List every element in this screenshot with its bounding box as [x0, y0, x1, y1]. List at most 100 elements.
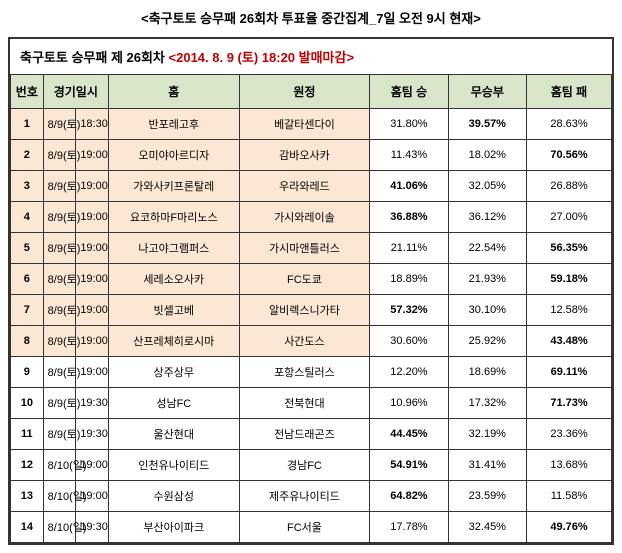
cell-num: 8 — [11, 326, 44, 357]
table-row: 68/9(토)19:00세레소오사카FC도쿄18.89%21.93%59.18% — [11, 264, 612, 295]
cell-date: 8/9(토) — [43, 264, 76, 295]
table-row: 28/9(토)19:00오미야아르디자감바오사카11.43%18.02%70.5… — [11, 140, 612, 171]
cell-date: 8/9(토) — [43, 419, 76, 450]
table-container: 축구토토 승무패 제 26회차 <2014. 8. 9 (토) 18:20 발매… — [8, 37, 614, 545]
cell-draw: 32.19% — [448, 419, 526, 450]
cell-time: 19:00 — [76, 326, 109, 357]
cell-time: 19:30 — [76, 512, 109, 543]
cell-home: 부산아이파크 — [108, 512, 239, 543]
table-row: 88/9(토)19:00산프레체히로시마사간도스30.60%25.92%43.4… — [11, 326, 612, 357]
cell-win: 41.06% — [370, 171, 448, 202]
cell-date: 8/9(토) — [43, 233, 76, 264]
cell-lose: 23.36% — [527, 419, 612, 450]
cell-num: 1 — [11, 109, 44, 140]
cell-time: 19:00 — [76, 264, 109, 295]
cell-draw: 36.12% — [448, 202, 526, 233]
cell-win: 21.11% — [370, 233, 448, 264]
table-row: 118/9(토)19:30울산현대전남드래곤즈44.45%32.19%23.36… — [11, 419, 612, 450]
cell-draw: 30.10% — [448, 295, 526, 326]
cell-win: 12.20% — [370, 357, 448, 388]
cell-time: 19:00 — [76, 140, 109, 171]
cell-away: 제주유나이티드 — [239, 481, 370, 512]
cell-date: 8/10(일) — [43, 450, 76, 481]
cell-date: 8/9(토) — [43, 295, 76, 326]
cell-win: 30.60% — [370, 326, 448, 357]
cell-draw: 18.69% — [448, 357, 526, 388]
cell-date: 8/9(토) — [43, 140, 76, 171]
cell-win: 64.82% — [370, 481, 448, 512]
cell-num: 11 — [11, 419, 44, 450]
cell-date: 8/10(일) — [43, 512, 76, 543]
cell-time: 19:00 — [76, 295, 109, 326]
cell-win: 18.89% — [370, 264, 448, 295]
cell-away: FC서울 — [239, 512, 370, 543]
cell-num: 6 — [11, 264, 44, 295]
cell-home: 세레소오사카 — [108, 264, 239, 295]
cell-win: 31.80% — [370, 109, 448, 140]
header-datetime: 경기일시 — [43, 75, 108, 109]
cell-win: 10.96% — [370, 388, 448, 419]
cell-away: 전북현대 — [239, 388, 370, 419]
cell-home: 산프레체히로시마 — [108, 326, 239, 357]
cell-lose: 71.73% — [527, 388, 612, 419]
cell-date: 8/9(토) — [43, 388, 76, 419]
cell-away: 사간도스 — [239, 326, 370, 357]
cell-lose: 49.76% — [527, 512, 612, 543]
cell-home: 반포레고후 — [108, 109, 239, 140]
cell-date: 8/9(토) — [43, 171, 76, 202]
cell-time: 19:00 — [76, 233, 109, 264]
cell-time: 19:30 — [76, 388, 109, 419]
cell-home: 인천유나이티드 — [108, 450, 239, 481]
header-row: 번호 경기일시 홈 원정 홈팀 승 무승부 홈팀 패 — [11, 75, 612, 109]
table-row: 48/9(토)19:00요코하마F마리노스가시와레이솔36.88%36.12%2… — [11, 202, 612, 233]
cell-lose: 12.58% — [527, 295, 612, 326]
cell-lose: 70.56% — [527, 140, 612, 171]
cell-away: 감바오사카 — [239, 140, 370, 171]
cell-num: 5 — [11, 233, 44, 264]
cell-lose: 11.58% — [527, 481, 612, 512]
cell-lose: 26.88% — [527, 171, 612, 202]
cell-date: 8/10(일) — [43, 481, 76, 512]
cell-draw: 22.54% — [448, 233, 526, 264]
cell-draw: 32.45% — [448, 512, 526, 543]
cell-win: 17.78% — [370, 512, 448, 543]
cell-home: 오미야아르디자 — [108, 140, 239, 171]
cell-win: 11.43% — [370, 140, 448, 171]
cell-num: 12 — [11, 450, 44, 481]
cell-time: 19:00 — [76, 450, 109, 481]
header-num: 번호 — [11, 75, 44, 109]
deadline-text: <2014. 8. 9 (토) 18:20 발매마감> — [169, 50, 355, 65]
main-title: <축구토토 승무패 26회차 투표율 중간집계_7일 오전 9시 현재> — [8, 8, 614, 27]
cell-time: 19:00 — [76, 171, 109, 202]
cell-lose: 27.00% — [527, 202, 612, 233]
sub-title-prefix: 축구토토 승무패 제 26회차 — [20, 50, 169, 65]
cell-win: 54.91% — [370, 450, 448, 481]
cell-num: 9 — [11, 357, 44, 388]
cell-lose: 28.63% — [527, 109, 612, 140]
cell-away: 포항스틸러스 — [239, 357, 370, 388]
cell-draw: 18.02% — [448, 140, 526, 171]
cell-num: 3 — [11, 171, 44, 202]
cell-draw: 32.05% — [448, 171, 526, 202]
table-row: 138/10(일)19:00수원삼성제주유나이티드64.82%23.59%11.… — [11, 481, 612, 512]
results-table: 번호 경기일시 홈 원정 홈팀 승 무승부 홈팀 패 18/9(토)18:30반… — [10, 74, 612, 543]
cell-date: 8/9(토) — [43, 357, 76, 388]
cell-away: 알비렉스니가타 — [239, 295, 370, 326]
cell-time: 19:30 — [76, 419, 109, 450]
table-row: 78/9(토)19:00빗셀고베알비렉스니가타57.32%30.10%12.58… — [11, 295, 612, 326]
cell-time: 19:00 — [76, 202, 109, 233]
cell-num: 4 — [11, 202, 44, 233]
cell-num: 10 — [11, 388, 44, 419]
table-row: 58/9(토)19:00나고야그램퍼스가시마앤틀러스21.11%22.54%56… — [11, 233, 612, 264]
cell-away: 우라와레드 — [239, 171, 370, 202]
cell-date: 8/9(토) — [43, 109, 76, 140]
cell-draw: 31.41% — [448, 450, 526, 481]
cell-away: 경남FC — [239, 450, 370, 481]
cell-away: 베갈타센다이 — [239, 109, 370, 140]
cell-draw: 17.32% — [448, 388, 526, 419]
cell-away: 가시와레이솔 — [239, 202, 370, 233]
table-row: 18/9(토)18:30반포레고후베갈타센다이31.80%39.57%28.63… — [11, 109, 612, 140]
cell-time: 18:30 — [76, 109, 109, 140]
cell-lose: 56.35% — [527, 233, 612, 264]
table-row: 128/10(일)19:00인천유나이티드경남FC54.91%31.41%13.… — [11, 450, 612, 481]
